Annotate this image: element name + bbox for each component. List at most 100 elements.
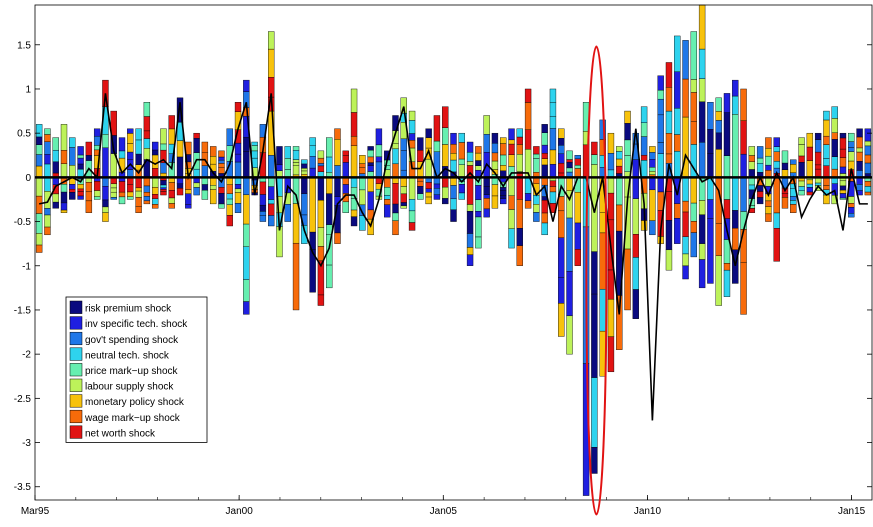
- bar-segment-pos: [77, 157, 84, 165]
- bar-segment-neg: [400, 186, 407, 195]
- bar-segment-pos: [102, 147, 109, 178]
- bar-segment-neg: [185, 189, 192, 194]
- bar-segment-neg: [740, 229, 747, 263]
- legend-label: labour supply shock: [85, 382, 174, 393]
- bar-segment-pos: [831, 118, 838, 133]
- bar-segment-pos: [823, 158, 830, 166]
- bar-segment-neg: [408, 199, 416, 212]
- bar-segment-neg: [698, 243, 706, 260]
- bar-segment-neg: [425, 196, 432, 205]
- bar-segment-pos: [466, 161, 474, 166]
- bar-segment-pos: [85, 141, 93, 156]
- bar-segment-neg: [566, 177, 573, 192]
- bar-segment-neg: [301, 193, 308, 216]
- bar-segment-pos: [268, 155, 275, 178]
- bar-segment-pos: [475, 152, 482, 161]
- bar-segment-neg: [160, 187, 167, 190]
- bar-segment-neg: [425, 192, 432, 198]
- bar-segment-pos: [143, 148, 151, 160]
- bar-segment-neg: [151, 177, 159, 188]
- bar-segment-pos: [765, 164, 772, 171]
- bar-segment-pos: [748, 161, 756, 170]
- bar-segment-neg: [848, 196, 855, 204]
- bar-segment-neg: [268, 186, 275, 200]
- bar-segment-neg: [118, 196, 126, 205]
- bar-segment-neg: [44, 226, 51, 236]
- legend-swatch: [69, 300, 83, 314]
- bar-segment-neg: [466, 254, 474, 266]
- bar-segment-pos: [616, 158, 623, 167]
- bar-segment-pos: [541, 164, 548, 178]
- bar-segment-neg: [201, 184, 209, 191]
- bar-segment-pos: [334, 128, 341, 140]
- bar-segment-pos: [483, 115, 490, 135]
- bar-segment-neg: [458, 192, 465, 200]
- bar-segment-neg: [35, 244, 43, 253]
- bar-segment-neg: [268, 215, 275, 227]
- bar-segment-pos: [649, 167, 656, 172]
- bar-segment-pos: [334, 165, 341, 178]
- bar-segment-neg: [723, 263, 731, 271]
- bar-segment-pos: [674, 134, 681, 152]
- bar-segment-pos: [44, 128, 51, 135]
- bar-segment-neg: [442, 198, 449, 205]
- bar-segment-pos: [500, 165, 507, 171]
- bar-segment-neg: [243, 301, 250, 315]
- bar-segment-pos: [839, 148, 847, 158]
- bar-segment-neg: [823, 194, 830, 205]
- bar-segment-pos: [218, 163, 225, 168]
- bar-segment-neg: [541, 199, 548, 214]
- bar-segment-pos: [864, 128, 872, 142]
- bar-segment-neg: [143, 177, 151, 187]
- bar-segment-neg: [392, 220, 399, 236]
- bar-segment-pos: [110, 110, 117, 136]
- bar-segment-pos: [176, 140, 184, 158]
- bar-segment-neg: [135, 206, 142, 213]
- bar-segment-neg: [433, 188, 441, 195]
- bar-segment-pos: [856, 136, 863, 149]
- bar-segment-neg: [798, 180, 805, 187]
- bar-segment-pos: [516, 144, 523, 155]
- bar-segment-neg: [665, 220, 673, 251]
- bar-segment-neg: [44, 214, 51, 228]
- bar-segment-pos: [301, 168, 308, 172]
- bar-segment-neg: [466, 247, 474, 256]
- bar-segment-neg: [798, 186, 805, 192]
- bar-segment-neg: [649, 177, 656, 191]
- bar-segment-neg: [400, 193, 407, 203]
- bar-segment-neg: [342, 201, 349, 213]
- bar-segment-neg: [384, 186, 391, 196]
- bar-segment-pos: [491, 160, 499, 170]
- bar-segment-pos: [591, 141, 598, 155]
- bar-segment-neg: [549, 186, 557, 193]
- bar-segment-pos: [558, 138, 565, 146]
- bar-segment-neg: [168, 182, 175, 191]
- bar-segment-neg: [599, 211, 606, 234]
- bar-segment-pos: [508, 139, 515, 145]
- bar-segment-neg: [392, 203, 399, 214]
- bar-segment-neg: [483, 194, 490, 199]
- bar-segment-neg: [442, 177, 449, 188]
- bar-segment-pos: [35, 165, 43, 178]
- bar-segment-pos: [69, 165, 76, 178]
- bar-segment-neg: [566, 271, 573, 317]
- bar-segment-neg: [500, 187, 507, 191]
- bar-segment-neg: [450, 209, 457, 222]
- bar-segment-pos: [450, 153, 457, 161]
- plot-frame: [34, 4, 873, 501]
- bar-segment-pos: [135, 153, 142, 165]
- bar-segment-neg: [417, 180, 424, 187]
- bar-segment-pos: [342, 155, 349, 163]
- legend-label: monetary policy shock: [85, 397, 185, 408]
- bar-segment-neg: [690, 221, 698, 233]
- bar-segment-pos: [102, 133, 109, 148]
- bar-segment-pos: [649, 170, 656, 175]
- bar-segment-pos: [649, 159, 656, 168]
- bar-segment-pos: [400, 97, 407, 114]
- bar-segment-neg: [392, 212, 399, 221]
- bar-segment-neg: [823, 185, 830, 190]
- bar-segment-neg: [69, 189, 76, 193]
- bar-segment-neg: [839, 180, 847, 187]
- bar-segment-neg: [508, 228, 515, 249]
- bar-segment-neg: [384, 199, 391, 205]
